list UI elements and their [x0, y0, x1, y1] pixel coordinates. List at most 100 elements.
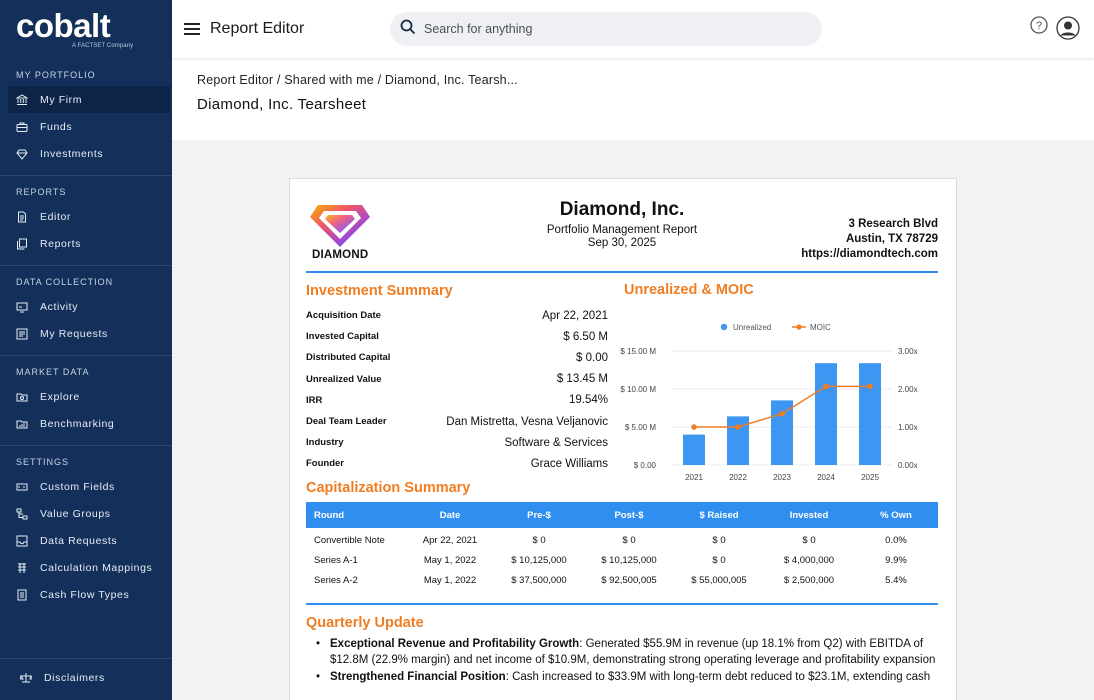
- sidebar-item-reports[interactable]: Reports: [0, 230, 172, 257]
- cap-table-header: Round Date Pre-$ Post-$ $ Raised Invested % Ow…: [306, 502, 938, 528]
- sidebar-item-label: Cash Flow Types: [40, 588, 130, 601]
- table-cell: $ 0: [532, 534, 546, 546]
- quarterly-update-list: Exceptional Revenue and Profitability Gr…: [314, 636, 936, 686]
- report-page[interactable]: DIAMOND Diamond, Inc. Portfolio Manageme…: [289, 178, 957, 700]
- nav-section: DATA COLLECTION Activity My Requests: [0, 265, 172, 347]
- top-bar: Report Editor ?: [172, 0, 1094, 58]
- moic-point: [735, 424, 741, 430]
- sidebar-item-custom-fields[interactable]: Custom Fields: [0, 473, 172, 500]
- summary-label: Founder: [306, 458, 344, 470]
- summary-row: Distributed Capital $ 0.00: [306, 347, 608, 368]
- summary-label: Unrealized Value: [306, 373, 382, 385]
- chart-title: Unrealized & MOIC: [624, 282, 754, 298]
- investment-summary-title: Investment Summary: [306, 283, 453, 299]
- summary-row: Deal Team Leader Dan Mistretta, Vesna Vel…: [306, 411, 608, 432]
- table-cell: 0.0%: [885, 534, 907, 546]
- sidebar-item-investments[interactable]: Investments: [0, 140, 172, 167]
- legend-unrealized-marker: [720, 323, 728, 331]
- y-left-tick-label: $ 15.00 M: [620, 347, 656, 356]
- quarterly-update-title: Quarterly Update: [306, 615, 424, 631]
- sidebar: cobalt A FACTSET Company MY PORTFOLIO My …: [0, 0, 172, 700]
- summary-row: IRR 19.54%: [306, 390, 608, 411]
- cap-column-header: Invested: [789, 509, 829, 521]
- brand-name: cobalt: [16, 7, 111, 44]
- summary-value: $ 13.45 M: [556, 373, 608, 386]
- sidebar-footer: Disclaimers: [0, 658, 172, 691]
- table-cell: $ 0: [622, 534, 636, 546]
- y-left-tick-label: $ 0.00: [634, 461, 657, 470]
- summary-value: Software & Services: [504, 436, 608, 449]
- scale-icon: [20, 672, 32, 684]
- cap-column-header: $ Raised: [699, 509, 739, 521]
- help-icon[interactable]: ?: [1030, 16, 1048, 45]
- sidebar-item-data-requests[interactable]: Data Requests: [0, 527, 172, 554]
- section-divider: [306, 603, 938, 605]
- nav-heading: REPORTS: [16, 187, 67, 197]
- y-right-tick-label: 3.00x: [898, 347, 918, 356]
- company-name: Diamond, Inc.: [559, 199, 685, 220]
- brand-logo[interactable]: cobalt A FACTSET Company: [0, 0, 172, 58]
- capitalization-summary-title: Capitalization Summary: [306, 480, 471, 496]
- summary-row: Industry Software & Services: [306, 432, 608, 453]
- breadcrumb-area: Report Editor / Shared with me / Diamond…: [172, 58, 1094, 140]
- table-cell: $ 2,500,000: [783, 574, 835, 586]
- sidebar-item-label: Editor: [40, 210, 72, 223]
- user-avatar-icon[interactable]: [1056, 16, 1080, 45]
- unrealized-moic-chart: $ 0.00 $ 5.00 M $ 10.00 M $ 15.00 M 0.00x 1.0…: [620, 323, 918, 482]
- hierarchy-icon: [16, 508, 28, 520]
- sidebar-item-disclaimers[interactable]: Disclaimers: [0, 664, 172, 691]
- diamond-icon: [16, 148, 28, 160]
- summary-label: Industry: [306, 437, 344, 449]
- sidebar-item-benchmarking[interactable]: Benchmarking: [0, 410, 172, 437]
- sidebar-item-value-groups[interactable]: Value Groups: [0, 500, 172, 527]
- sidebar-item-funds[interactable]: Funds: [0, 113, 172, 140]
- summary-label: IRR: [306, 394, 323, 406]
- summary-value: Grace Williams: [530, 457, 608, 470]
- sidebar-item-activity[interactable]: Activity: [0, 293, 172, 320]
- summary-row: Unrealized Value $ 13.45 M: [306, 369, 608, 390]
- sidebar-item-cash-flow-types[interactable]: Cash Flow Types: [0, 581, 172, 608]
- nav-divider: [0, 355, 172, 356]
- address-line-1: 3 Research Blvd: [848, 218, 939, 230]
- legend-unrealized-label: Unrealized: [733, 323, 771, 332]
- table-cell: $ 37,500,000: [511, 574, 567, 586]
- summary-row: Founder Grace Williams: [306, 453, 608, 474]
- moic-point: [823, 383, 829, 390]
- top-icons: ?: [1030, 16, 1080, 45]
- sidebar-item-my-requests[interactable]: My Requests: [0, 320, 172, 347]
- bar-unrealized: [727, 416, 749, 465]
- input-icon: [16, 481, 28, 493]
- inbox-icon: [16, 535, 28, 547]
- moic-point: [779, 410, 785, 417]
- y-right-tick-label: 0.00x: [898, 461, 918, 470]
- search-icon: [400, 19, 416, 40]
- list-item: Exceptional Revenue and Profitability Gr…: [314, 636, 936, 668]
- report-subtitle: Portfolio Management Report: [546, 224, 698, 236]
- table-cell: Series A-2: [314, 574, 358, 586]
- sidebar-item-label: My Firm: [40, 93, 83, 106]
- sidebar-item-my-firm[interactable]: My Firm: [8, 86, 170, 113]
- calculator-icon: [16, 562, 28, 574]
- breadcrumb[interactable]: Report Editor / Shared with me / Diamond…: [197, 73, 518, 87]
- sidebar-item-label: Benchmarking: [40, 417, 115, 430]
- x-tick-label: 2024: [817, 473, 835, 482]
- summary-value: Apr 22, 2021: [542, 309, 608, 322]
- copy-icon: [16, 238, 28, 250]
- sidebar-item-calculation-mappings[interactable]: Calculation Mappings: [0, 554, 172, 581]
- sidebar-item-explore[interactable]: Explore: [0, 383, 172, 410]
- company-block: Diamond, Inc. Portfolio Management Repor…: [306, 199, 938, 249]
- moic-point: [867, 383, 873, 390]
- y-left-tick-label: $ 10.00 M: [620, 385, 656, 394]
- search-bar[interactable]: [390, 12, 822, 46]
- search-input[interactable]: [424, 22, 804, 36]
- summary-label: Deal Team Leader: [306, 416, 387, 428]
- x-tick-label: 2021: [685, 473, 703, 482]
- table-cell: $ 10,125,000: [511, 554, 567, 566]
- bar-unrealized: [683, 434, 705, 465]
- moic-point: [691, 424, 697, 430]
- hamburger-menu-icon[interactable]: [184, 23, 200, 35]
- nav-section: MY PORTFOLIO My Firm Funds Investments: [0, 70, 172, 167]
- company-address: 3 Research Blvd Austin, TX 78729 https:/…: [801, 217, 938, 262]
- sidebar-item-editor[interactable]: Editor: [0, 203, 172, 230]
- update-headline: Strengthened Financial Position: [330, 671, 506, 683]
